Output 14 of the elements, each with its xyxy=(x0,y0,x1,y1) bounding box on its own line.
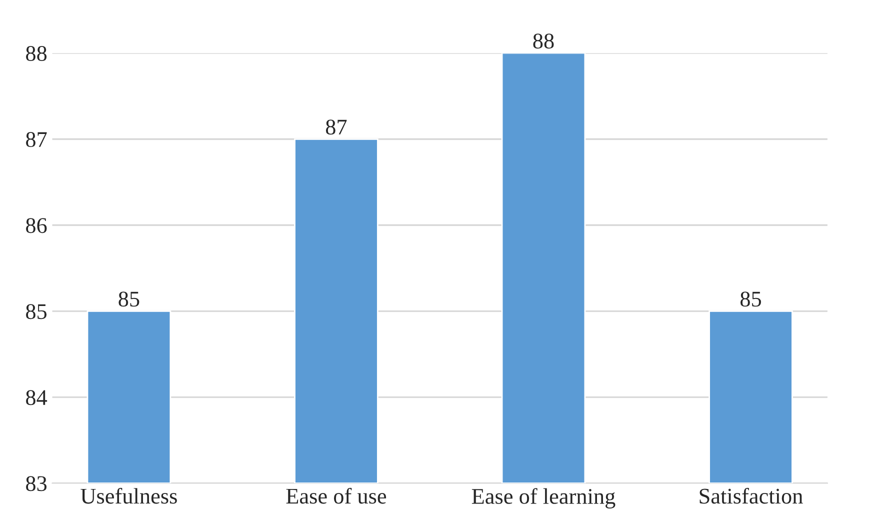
x-tick-label: Usefulness xyxy=(80,488,177,504)
x-tick-label: Ease of use xyxy=(286,488,386,504)
y-tick-label: 86 xyxy=(26,218,47,234)
data-label: 85 xyxy=(740,292,762,307)
data-label: 88 xyxy=(533,34,554,49)
x-tick-label: Ease of learning xyxy=(472,488,616,509)
y-tick-label: 88 xyxy=(26,46,47,62)
y-tick-label: 87 xyxy=(26,132,47,148)
data-label: 87 xyxy=(326,120,347,135)
y-tick-label: 84 xyxy=(26,390,48,406)
x-tick-label: Satisfaction xyxy=(700,488,803,504)
data-label: 85 xyxy=(118,292,140,307)
y-tick-label: 85 xyxy=(26,304,47,320)
y-tick-label: 83 xyxy=(26,476,47,492)
